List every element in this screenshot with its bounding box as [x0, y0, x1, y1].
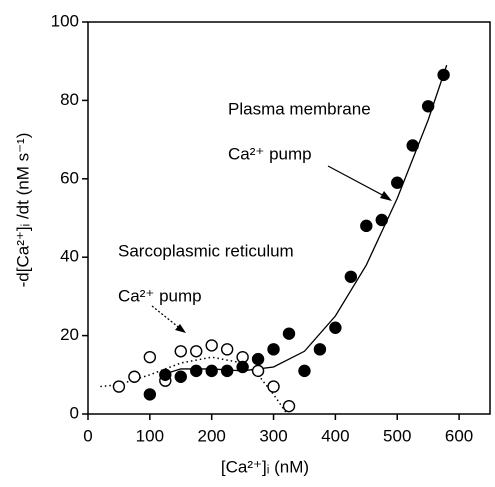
filled-point: [220, 364, 234, 378]
x-tick-label: 400: [321, 426, 349, 445]
arrow: [327, 165, 389, 199]
open-point: [143, 350, 157, 364]
annotation: Ca²⁺ pump: [118, 286, 202, 305]
y-tick-label: 100: [51, 11, 79, 30]
filled-point: [236, 360, 249, 374]
filled-point: [437, 68, 450, 82]
filled-point: [406, 139, 419, 152]
filled-point: [421, 100, 435, 113]
open-point: [128, 370, 141, 383]
arrow-head: [380, 191, 392, 201]
annotation: Sarcoplasmic reticulum: [118, 241, 294, 260]
open-point: [282, 399, 296, 413]
filled-point: [282, 327, 296, 340]
open-point: [112, 380, 126, 393]
filled-point: [174, 370, 187, 383]
x-tick-label: 500: [383, 426, 411, 445]
annotation: Plasma membrane: [228, 99, 371, 118]
filled-point: [205, 364, 218, 378]
x-tick-label: 100: [136, 426, 164, 445]
open-point: [190, 345, 203, 358]
arrow: [151, 305, 183, 331]
open-point: [251, 364, 265, 378]
open-point: [267, 380, 280, 393]
x-axis-label: [Ca²⁺]ᵢ (nM): [221, 457, 309, 476]
plot-frame: [87, 21, 491, 415]
arrow-head: [175, 324, 186, 333]
x-tick-label: 0: [83, 426, 92, 445]
filled-point: [329, 321, 342, 334]
filled-point: [143, 388, 157, 401]
filled-point: [375, 213, 388, 227]
y-tick-label: 0: [70, 403, 79, 422]
filled-point: [298, 364, 311, 378]
open-point: [205, 339, 218, 352]
filled-point: [267, 343, 280, 356]
filled-point: [344, 270, 358, 283]
filled-point: [251, 352, 265, 366]
y-tick-label: 80: [60, 90, 79, 109]
x-tick-label: 300: [259, 426, 287, 445]
filled-point: [159, 368, 172, 381]
x-tick-label: 200: [198, 426, 226, 445]
y-tick-label: 20: [60, 325, 79, 344]
annotation: Ca²⁺ pump: [228, 144, 312, 163]
open-point: [220, 343, 234, 356]
y-tick-label: 40: [60, 247, 79, 266]
y-tick-label: 60: [60, 168, 79, 187]
open-point: [174, 345, 187, 358]
filled-point: [391, 176, 404, 189]
y-axis-label: -d[Ca²⁺]ᵢ /dt (nM s⁻¹): [13, 133, 32, 288]
x-tick-label: 600: [445, 426, 473, 445]
filled-point: [360, 219, 373, 233]
filled-point: [190, 364, 203, 378]
filled-point: [313, 343, 327, 356]
